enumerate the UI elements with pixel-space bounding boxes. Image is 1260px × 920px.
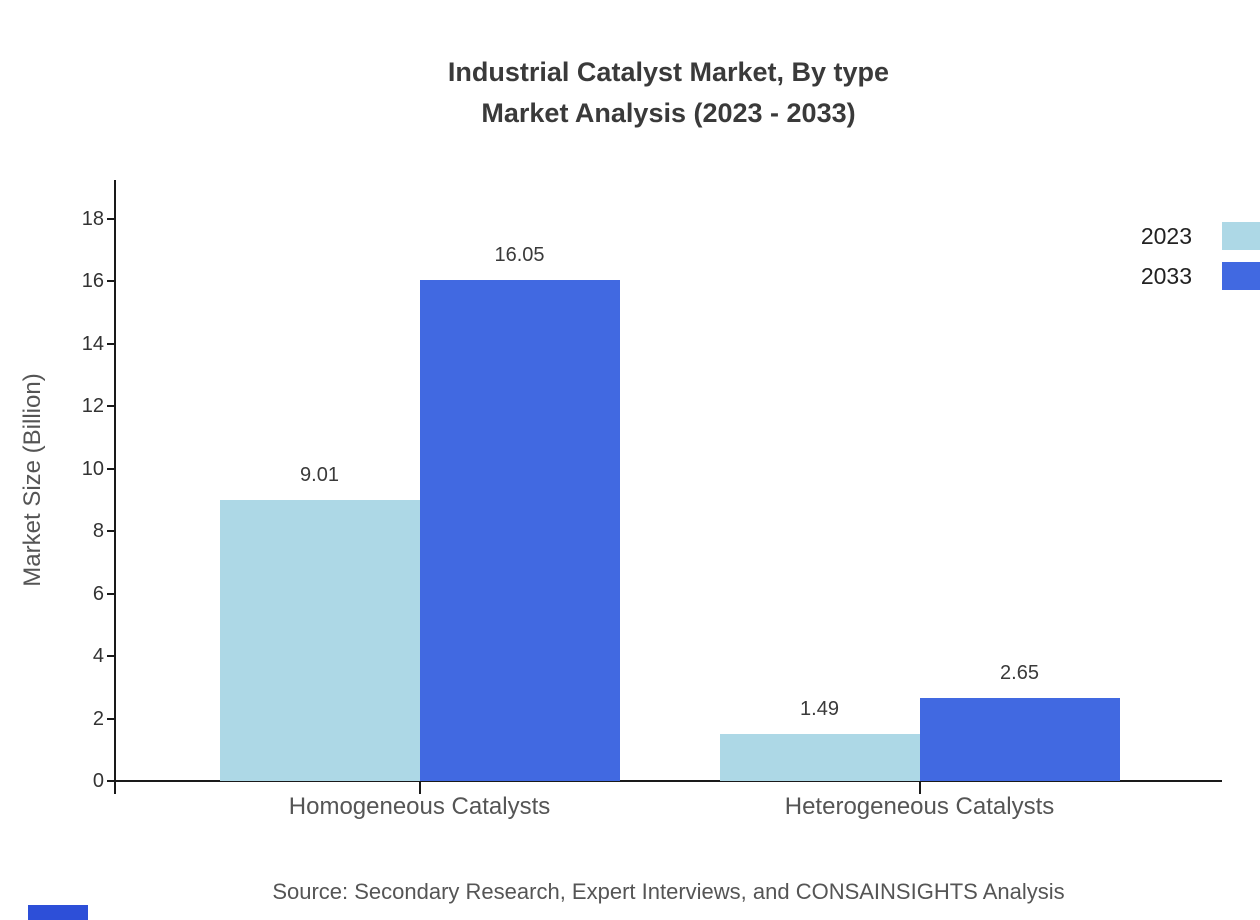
y-tick-label: 4 (92, 645, 104, 668)
legend-label: 2023 (1140, 222, 1192, 249)
bar-2023-0 (219, 499, 420, 781)
chart-title: Industrial Catalyst Market, By type Mark… (115, 52, 1222, 134)
y-tick-label: 6 (92, 582, 104, 605)
bar-2033-0 (419, 279, 620, 781)
y-tick-mark (107, 280, 115, 283)
legend-label: 2033 (1140, 262, 1192, 289)
bar-2023-1 (719, 734, 920, 781)
legend: 2023 2033 (1141, 222, 1260, 290)
legend-swatch (1222, 262, 1260, 290)
x-tick-mark (418, 782, 421, 794)
x-axis-line (114, 780, 1222, 782)
y-tick-label: 2 (92, 707, 104, 730)
y-tick-mark (107, 218, 115, 220)
y-tick-label: 16 (81, 270, 104, 293)
source-note: Source: Secondary Research, Expert Inter… (272, 879, 1065, 904)
legend-swatch (1222, 222, 1260, 250)
y-tick-mark (107, 780, 115, 782)
watermark-fragment (28, 905, 88, 920)
y-tick-mark (107, 592, 115, 595)
y-tick-label: 12 (81, 395, 104, 418)
y-tick-mark (107, 655, 115, 658)
y-tick-label: 8 (92, 520, 104, 543)
y-axis-line (114, 180, 116, 783)
bar-2033-1 (919, 698, 1120, 781)
y-tick-label: 18 (81, 208, 104, 230)
bar-value-label: 9.01 (300, 463, 339, 486)
x-tick-mark (918, 782, 921, 794)
y-tick-mark (107, 467, 115, 470)
bar-value-label: 16.05 (494, 243, 545, 266)
legend-item-2033: 2033 (1141, 262, 1260, 290)
bar-value-label: 2.65 (1000, 662, 1039, 685)
chart-title-line2: Market Analysis (2023 - 2033) (481, 98, 856, 128)
y-tick-mark (107, 342, 115, 345)
y-tick-mark (107, 530, 115, 533)
category-label: Heterogeneous Catalysts (784, 793, 1055, 820)
y-tick-label: 0 (92, 770, 104, 792)
bar-value-label: 1.49 (800, 698, 839, 721)
legend-item-2023: 2023 (1141, 222, 1260, 250)
chart-title-line1: Industrial Catalyst Market, By type (447, 57, 890, 87)
y-tick-mark (107, 717, 115, 720)
x-tick-mark (114, 782, 116, 794)
y-tick-mark (107, 405, 115, 408)
y-tick-label: 10 (81, 457, 104, 480)
category-label: Homogeneous Catalysts (288, 793, 551, 820)
y-tick-label: 14 (81, 332, 104, 355)
